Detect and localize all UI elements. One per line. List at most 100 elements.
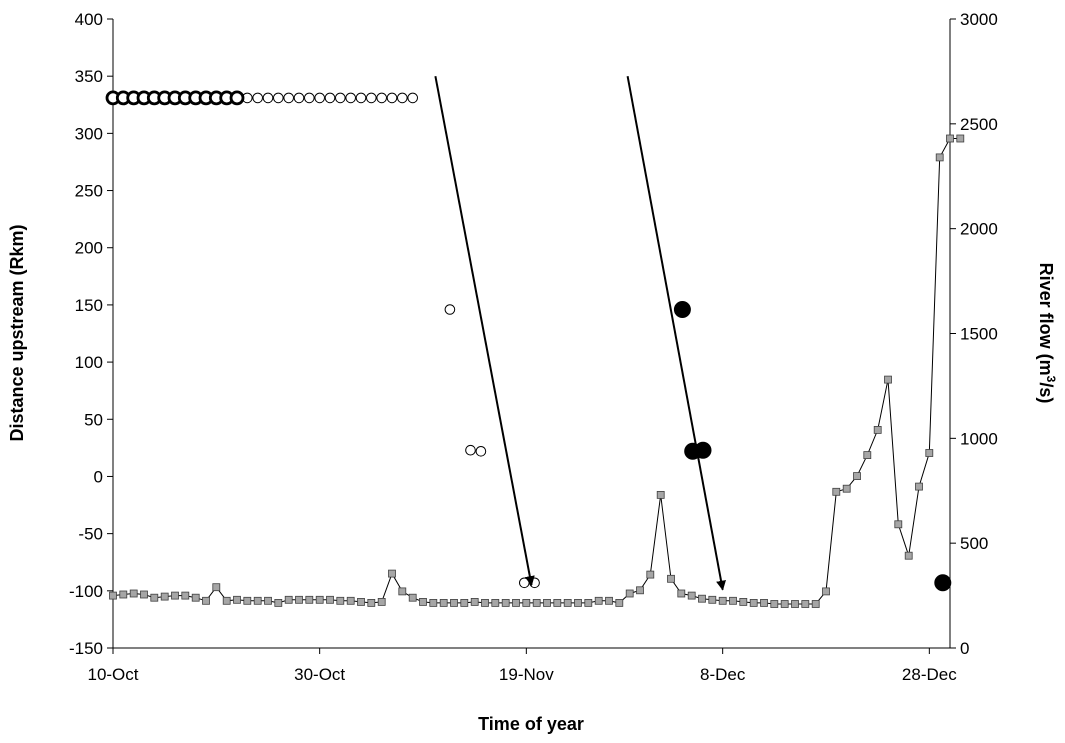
left-y-tick-label: 100: [75, 353, 103, 372]
x-tick-label: 19-Nov: [499, 665, 554, 684]
fish-point-filled: [694, 441, 712, 459]
river-flow-point: [202, 596, 210, 605]
river-flow-point: [150, 593, 159, 602]
river-flow-point: [243, 596, 252, 605]
river-flow-point: [915, 482, 923, 491]
river-flow-point: [253, 596, 262, 605]
fish-point-filled: [673, 301, 691, 318]
river-flow-point: [512, 599, 520, 607]
fish-point-open-thin: [324, 92, 336, 104]
river-flow-point: [264, 596, 272, 605]
right-y-tick-label: 0: [960, 639, 969, 658]
river-flow-point: [543, 599, 551, 607]
river-flow-point: [305, 595, 314, 604]
left-y-tick-label: 400: [75, 10, 103, 29]
fish-point-open-thin: [273, 92, 284, 104]
right-y-axis-title-sup: 3: [1044, 376, 1058, 383]
river-flow-point: [284, 595, 293, 604]
river-flow-point: [687, 591, 696, 600]
river-flow-point: [553, 599, 562, 607]
river-flow-point: [832, 487, 841, 496]
river-flow-point: [780, 600, 789, 608]
fish-series-open-thick: [105, 90, 245, 106]
x-tick-label: 28-Dec: [902, 665, 957, 684]
fish-point-open-thin: [465, 444, 476, 456]
river-flow-point: [935, 153, 944, 162]
river-flow-point: [873, 425, 882, 434]
river-flow-point: [791, 600, 799, 608]
river-flow-point: [191, 593, 200, 602]
river-flow-point: [842, 484, 851, 493]
river-flow-point: [605, 596, 613, 605]
river-flow-point: [326, 595, 334, 604]
fish-point-open-thin: [397, 92, 408, 104]
river-flow-point: [925, 449, 934, 457]
fish-point-filled: [934, 574, 952, 592]
river-flow-point: [760, 599, 768, 607]
river-flow-point: [501, 599, 510, 607]
river-flow-point: [708, 595, 717, 604]
river-flow-point: [274, 599, 283, 607]
river-flow-point: [946, 134, 954, 143]
river-flow-point: [212, 583, 221, 592]
river-flow-point: [450, 599, 458, 607]
river-flow-point: [336, 596, 345, 605]
river-flow-point: [894, 520, 903, 529]
right-y-tick-label: 2500: [960, 115, 998, 134]
x-axis-title: Time of year: [478, 714, 584, 734]
river-flow-point: [377, 598, 386, 606]
right-y-axis: 0 500 1000 1500 2000 2500 3000: [950, 10, 998, 658]
river-flow-point: [398, 587, 407, 596]
left-y-tick-label: 250: [75, 182, 103, 201]
river-flow-point: [563, 599, 572, 607]
river-flow-point: [770, 600, 779, 608]
river-flow-point: [615, 599, 624, 607]
fish-point-open-thin: [283, 92, 295, 104]
left-y-tick-label: 200: [75, 239, 103, 258]
right-y-tick-label: 3000: [960, 10, 998, 29]
left-y-tick-label: -150: [69, 639, 103, 658]
river-flow-point: [698, 594, 706, 603]
river-flow-point: [801, 600, 810, 608]
fish-point-open-thin: [519, 577, 530, 589]
annotation-arrows: [434, 76, 726, 591]
river-flow-point: [749, 599, 758, 607]
river-flow-point: [884, 375, 892, 384]
fish-series-filled: [673, 301, 952, 592]
fish-point-open-thin: [335, 92, 346, 104]
left-y-tick-label: -50: [78, 525, 103, 544]
fish-point-open-thin: [252, 92, 264, 104]
river-flow-point: [646, 570, 655, 579]
river-flow-point: [439, 599, 448, 607]
fish-point-open-thick: [229, 90, 245, 106]
river-flow-series: [109, 134, 965, 608]
plot-area: [112, 19, 951, 649]
river-flow-point: [729, 596, 737, 605]
fish-point-open-thin: [475, 446, 487, 457]
fish-series-open-thin: [242, 92, 540, 589]
river-flow-point: [222, 596, 231, 605]
river-flow-point: [419, 598, 427, 606]
fish-point-open-thin: [376, 92, 388, 104]
river-flow-point: [532, 599, 541, 607]
river-flow-point: [822, 587, 830, 596]
river-flow-point: [677, 589, 686, 598]
river-flow-point: [956, 134, 965, 143]
x-tick-label: 30-Oct: [294, 665, 345, 684]
river-flow-point: [584, 599, 593, 607]
river-flow-point: [171, 591, 179, 600]
river-flow-point: [367, 599, 376, 607]
river-flow-point: [491, 599, 500, 607]
river-flow-point: [718, 596, 727, 605]
river-flow-point: [408, 593, 417, 602]
annotation-arrow: [434, 76, 535, 587]
river-flow-point: [140, 590, 148, 599]
river-flow-point: [574, 599, 582, 607]
river-flow-point: [594, 596, 603, 605]
annotation-arrow: [626, 76, 726, 591]
right-y-axis-title-prefix: River flow (m: [1036, 263, 1056, 376]
x-axis: 10-Oct 30-Oct 19-Nov 8-Dec 28-Dec: [87, 648, 957, 684]
left-y-tick-label: 300: [75, 124, 103, 143]
river-flow-point: [853, 472, 861, 481]
river-flow-point: [315, 595, 324, 604]
